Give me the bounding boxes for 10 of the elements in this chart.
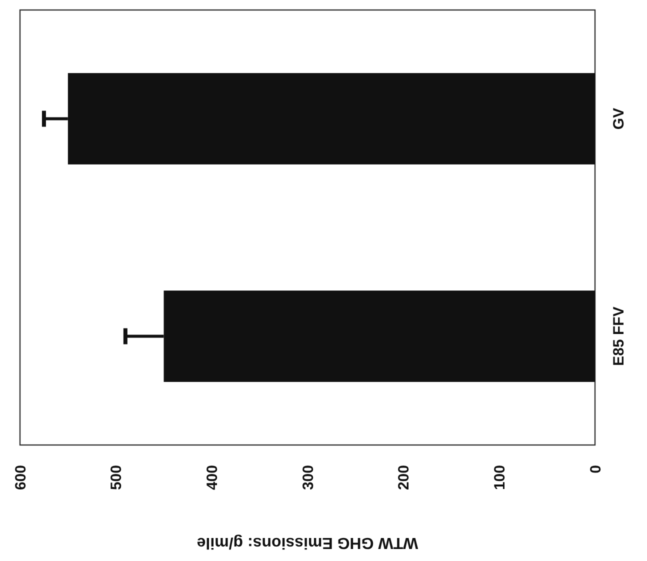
x-tick-label: 500 (108, 465, 126, 490)
x-tick-label: 100 (491, 465, 508, 490)
x-tick-label: 200 (396, 465, 413, 490)
y-tick-label: GV (610, 108, 628, 130)
y-tick-label: E85 FFV (610, 306, 628, 366)
x-tick-label: 0 (587, 465, 604, 474)
x-tick-label: 400 (204, 465, 221, 490)
x-tick-label: 300 (300, 465, 317, 490)
x-tick-label: 600 (12, 465, 30, 490)
x-axis-title: WTW GHG Emissions: g/mile (196, 534, 418, 551)
